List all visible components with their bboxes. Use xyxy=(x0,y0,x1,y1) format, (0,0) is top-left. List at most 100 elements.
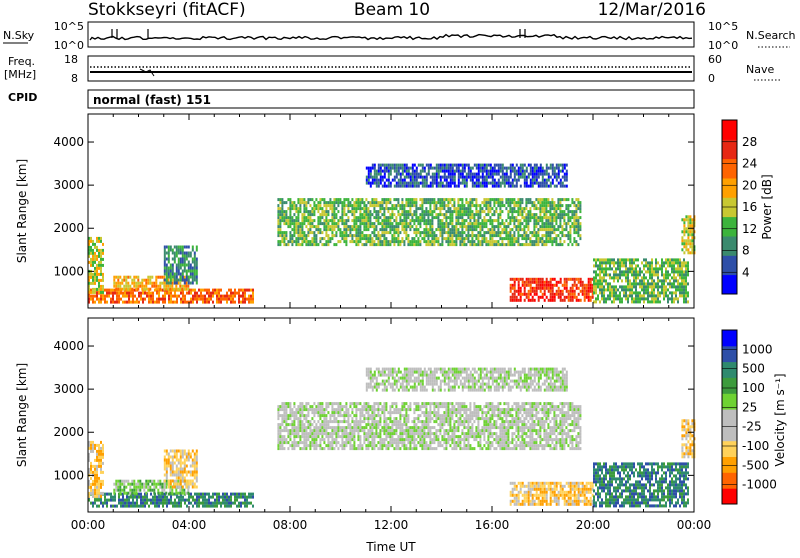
velocity-cell xyxy=(242,493,244,496)
power-cell xyxy=(603,258,605,261)
power-cell xyxy=(543,225,545,228)
power-cell xyxy=(683,282,685,285)
power-cell xyxy=(331,231,333,234)
power-cell xyxy=(465,207,467,210)
power-cell xyxy=(168,276,170,279)
power-cell xyxy=(573,231,575,234)
power-cell xyxy=(176,267,178,270)
power-cell xyxy=(100,295,102,298)
power-cell xyxy=(277,207,279,210)
power-cell xyxy=(374,164,376,167)
power-cell xyxy=(124,295,126,298)
power-cell xyxy=(351,207,353,210)
power-cell xyxy=(353,219,355,222)
power-cell xyxy=(481,219,483,222)
power-cell xyxy=(166,246,168,249)
velocity-cell xyxy=(192,483,194,486)
power-cell xyxy=(397,210,399,213)
power-cell xyxy=(687,251,689,254)
power-cell xyxy=(187,285,189,288)
power-cell xyxy=(601,285,603,288)
velocity-cell xyxy=(125,480,127,483)
power-cell xyxy=(393,219,395,222)
power-cell xyxy=(377,237,379,240)
power-cell xyxy=(537,222,539,225)
power-cell xyxy=(641,288,643,291)
power-cell xyxy=(417,228,419,231)
power-cell xyxy=(417,222,419,225)
power-cell xyxy=(305,204,307,207)
velocity-cell xyxy=(180,477,182,480)
power-cell xyxy=(291,243,293,246)
velocity-cell xyxy=(279,429,281,432)
power-cell xyxy=(339,234,341,237)
power-cell xyxy=(687,273,689,276)
power-cell xyxy=(377,234,379,237)
velocity-cell xyxy=(196,499,198,502)
power-cell xyxy=(524,182,526,185)
power-cell xyxy=(194,258,196,261)
power-cell xyxy=(429,201,431,204)
power-cell xyxy=(216,289,218,292)
power-cell xyxy=(565,213,567,216)
power-cell xyxy=(371,201,373,204)
cpid-panel: CPID normal (fast) 151 xyxy=(8,90,694,108)
velocity-cell xyxy=(135,486,137,489)
velocity-cell xyxy=(131,489,133,492)
velocity-cell xyxy=(180,456,182,459)
power-cell xyxy=(376,176,378,179)
velocity-cell xyxy=(94,480,96,483)
power-cell xyxy=(495,201,497,204)
velocity-cell xyxy=(100,486,102,489)
power-cell xyxy=(186,252,188,255)
power-cell xyxy=(289,201,291,204)
power-cell xyxy=(94,261,96,264)
power-cell xyxy=(683,300,685,303)
power-cell xyxy=(178,264,180,267)
power-cell xyxy=(513,219,515,222)
power-cell xyxy=(651,288,653,291)
power-cell xyxy=(685,248,687,251)
power-cell xyxy=(171,288,173,291)
velocity-cell xyxy=(156,502,158,505)
velocity-cell xyxy=(182,456,184,459)
velocity-cell xyxy=(116,505,118,508)
power-cell xyxy=(619,258,621,261)
power-cell xyxy=(639,291,641,294)
power-cell xyxy=(428,164,430,167)
power-cell xyxy=(128,301,130,304)
power-cell xyxy=(177,288,179,291)
power-cell xyxy=(527,243,529,246)
power-cell xyxy=(625,285,627,288)
velocity-cell xyxy=(238,496,240,499)
power-cell xyxy=(389,198,391,201)
power-cell xyxy=(530,164,532,167)
power-cell xyxy=(687,300,689,303)
velocity-cell xyxy=(134,505,136,508)
power-cell xyxy=(437,198,439,201)
power-cell xyxy=(541,234,543,237)
velocity-cell xyxy=(136,505,138,508)
velocity-cell xyxy=(154,502,156,505)
power-cell xyxy=(404,182,406,185)
velocity-cell xyxy=(289,414,291,417)
velocity-cell xyxy=(98,483,100,486)
power-cell xyxy=(374,179,376,182)
power-cell xyxy=(145,288,147,291)
power-cell xyxy=(494,173,496,176)
velocity-cell xyxy=(100,462,102,465)
power-cell xyxy=(317,228,319,231)
velocity-cell xyxy=(150,493,152,496)
power-cell xyxy=(559,216,561,219)
power-cell xyxy=(569,228,571,231)
power-cell xyxy=(115,288,117,291)
power-cell xyxy=(575,219,577,222)
power-cell xyxy=(588,284,590,287)
power-cell xyxy=(458,182,460,185)
power-cell xyxy=(457,216,459,219)
power-cell xyxy=(413,219,415,222)
velocity-cell xyxy=(164,465,166,468)
power-cell xyxy=(126,292,128,295)
power-cell xyxy=(437,207,439,210)
velocity-cell xyxy=(144,496,146,499)
